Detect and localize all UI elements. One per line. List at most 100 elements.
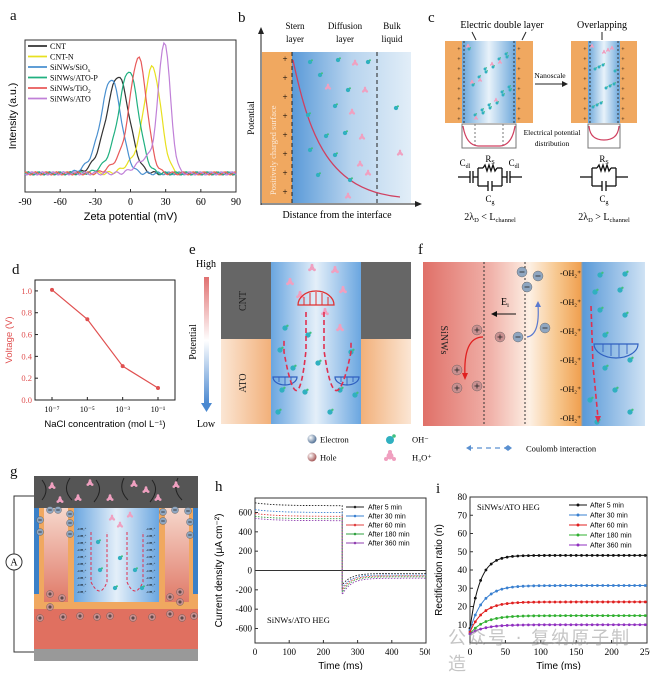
h3o-ion-h <box>469 82 472 84</box>
field-arrow-head-icon <box>491 311 497 317</box>
panel-label-e: e <box>189 242 196 258</box>
x-tick-label: 100 <box>534 648 549 658</box>
oh-ion-h <box>335 152 338 155</box>
edl-pointer-left <box>471 31 477 41</box>
y-tick-label: 20 <box>458 603 468 613</box>
legend-marker-4 <box>576 543 580 547</box>
series-marker-0 <box>548 554 552 557</box>
x-axis-label: Time (ms) <box>536 661 581 670</box>
oh2-group: -OH₂⁺ <box>77 534 86 538</box>
legend-marker-3 <box>353 532 357 536</box>
series-marker-1 <box>596 584 599 587</box>
series-marker-4 <box>489 625 493 629</box>
oh-legend-icon <box>386 434 396 444</box>
series-marker-3 <box>505 615 509 619</box>
h3o-ion-h <box>400 153 404 156</box>
plus-sign: + <box>583 87 587 93</box>
panel-label-a: a <box>10 8 17 24</box>
electron-transfer-arrow <box>526 304 539 338</box>
series-marker-3 <box>537 614 541 618</box>
legend-label-5: SiNWs/ATO <box>50 95 91 104</box>
f-flow-profile-arrows <box>602 344 628 357</box>
series-marker-2 <box>511 601 514 605</box>
series-marker-2 <box>585 600 589 604</box>
oh-ion <box>335 57 341 63</box>
oh-ion <box>497 57 501 61</box>
oh-ion <box>345 87 351 93</box>
series-marker-0 <box>532 554 536 557</box>
cnt-ions <box>48 479 180 503</box>
plus-sign: + <box>282 149 287 159</box>
x-tick-label: -90 <box>18 197 31 208</box>
plus-sign: + <box>457 77 461 83</box>
c-left-wall-1 <box>445 41 462 123</box>
h3o-ion-h <box>338 323 342 327</box>
chart-h-current-density: -600 -400 -200 0 200 400 600 0 100 200 300 400 500 Ti… <box>214 497 433 672</box>
series-marker-3 <box>542 614 546 618</box>
series-marker-1 <box>473 613 477 617</box>
oh-ion <box>277 347 283 353</box>
series-marker-0 <box>611 554 615 557</box>
c-surface-charges: + + + + + + + + + + + + + + + + + + + + + + + + + + + + + + + + <box>457 47 625 123</box>
h3o-ion-h <box>351 63 355 66</box>
f-flow-path <box>590 305 599 419</box>
panel-label-c: c <box>428 10 435 26</box>
h3o-ion-h <box>60 500 64 503</box>
h3o-ion <box>346 194 350 198</box>
series-marker-0 <box>500 556 504 560</box>
series-marker-0 <box>521 554 525 558</box>
h3o-ion-h <box>339 290 343 294</box>
h3o-ion-h <box>126 515 130 518</box>
y-tick-label: 80 <box>458 493 468 503</box>
series-marker-3 <box>590 614 594 618</box>
oh-ion-h <box>616 386 619 390</box>
series-marker-4 <box>643 623 647 627</box>
h3o-ion-h <box>361 90 365 93</box>
legend-marker-1 <box>353 514 357 518</box>
legend-label-0: After 5 min <box>368 505 402 512</box>
oh2-group: -OH₂⁺ <box>146 555 155 559</box>
series-marker-1 <box>601 584 605 587</box>
plus-sign: + <box>282 168 287 178</box>
oh-ion <box>290 365 296 371</box>
c-right-potential-curve <box>588 125 620 141</box>
h3o-ion-h <box>130 515 134 518</box>
series-marker-4 <box>569 623 573 627</box>
h3o-ion-h <box>333 265 337 269</box>
series-marker-0 <box>574 554 578 557</box>
oh-ion <box>597 307 603 313</box>
oh-ion-h <box>326 133 329 136</box>
oh2-group: -OH₂⁺ <box>146 562 155 566</box>
series-marker-3 <box>569 614 573 618</box>
series-marker-3 <box>489 618 493 622</box>
series-marker-1 <box>569 584 573 587</box>
oh-ion <box>279 387 285 393</box>
oh-ion <box>491 65 495 69</box>
oh-ion <box>622 312 628 318</box>
c-right-circuit <box>580 162 628 191</box>
oh2-group: -OH₂⁺ <box>77 527 86 531</box>
series-marker-3 <box>527 614 530 618</box>
series-line-4 <box>254 517 426 597</box>
h3o-ion <box>76 496 80 500</box>
h3o-ion <box>128 513 132 517</box>
h3o-ion-h <box>589 46 592 48</box>
plus-sign: + <box>457 87 461 93</box>
plus-sign: + <box>621 117 625 123</box>
oh-ion-h <box>593 105 595 107</box>
oh2-group: -OH₂⁺ <box>560 385 581 394</box>
h3o-ion <box>326 85 330 89</box>
oh-ion-h <box>281 346 284 350</box>
h3o-ion <box>494 98 498 102</box>
y-tick-label: 10 <box>458 621 468 631</box>
h3o-ion <box>353 61 357 65</box>
panel-label-g: g <box>10 464 18 480</box>
oh-ion <box>97 567 103 573</box>
h3o-ion <box>478 78 482 82</box>
h3o-ion-h <box>120 525 124 528</box>
series-marker-2 <box>617 600 621 604</box>
oh-ion-h <box>341 386 344 390</box>
c-left-circuit <box>458 162 522 191</box>
h3o-ion-h <box>290 282 294 286</box>
oh2-group: -OH₂⁺ <box>77 576 86 580</box>
